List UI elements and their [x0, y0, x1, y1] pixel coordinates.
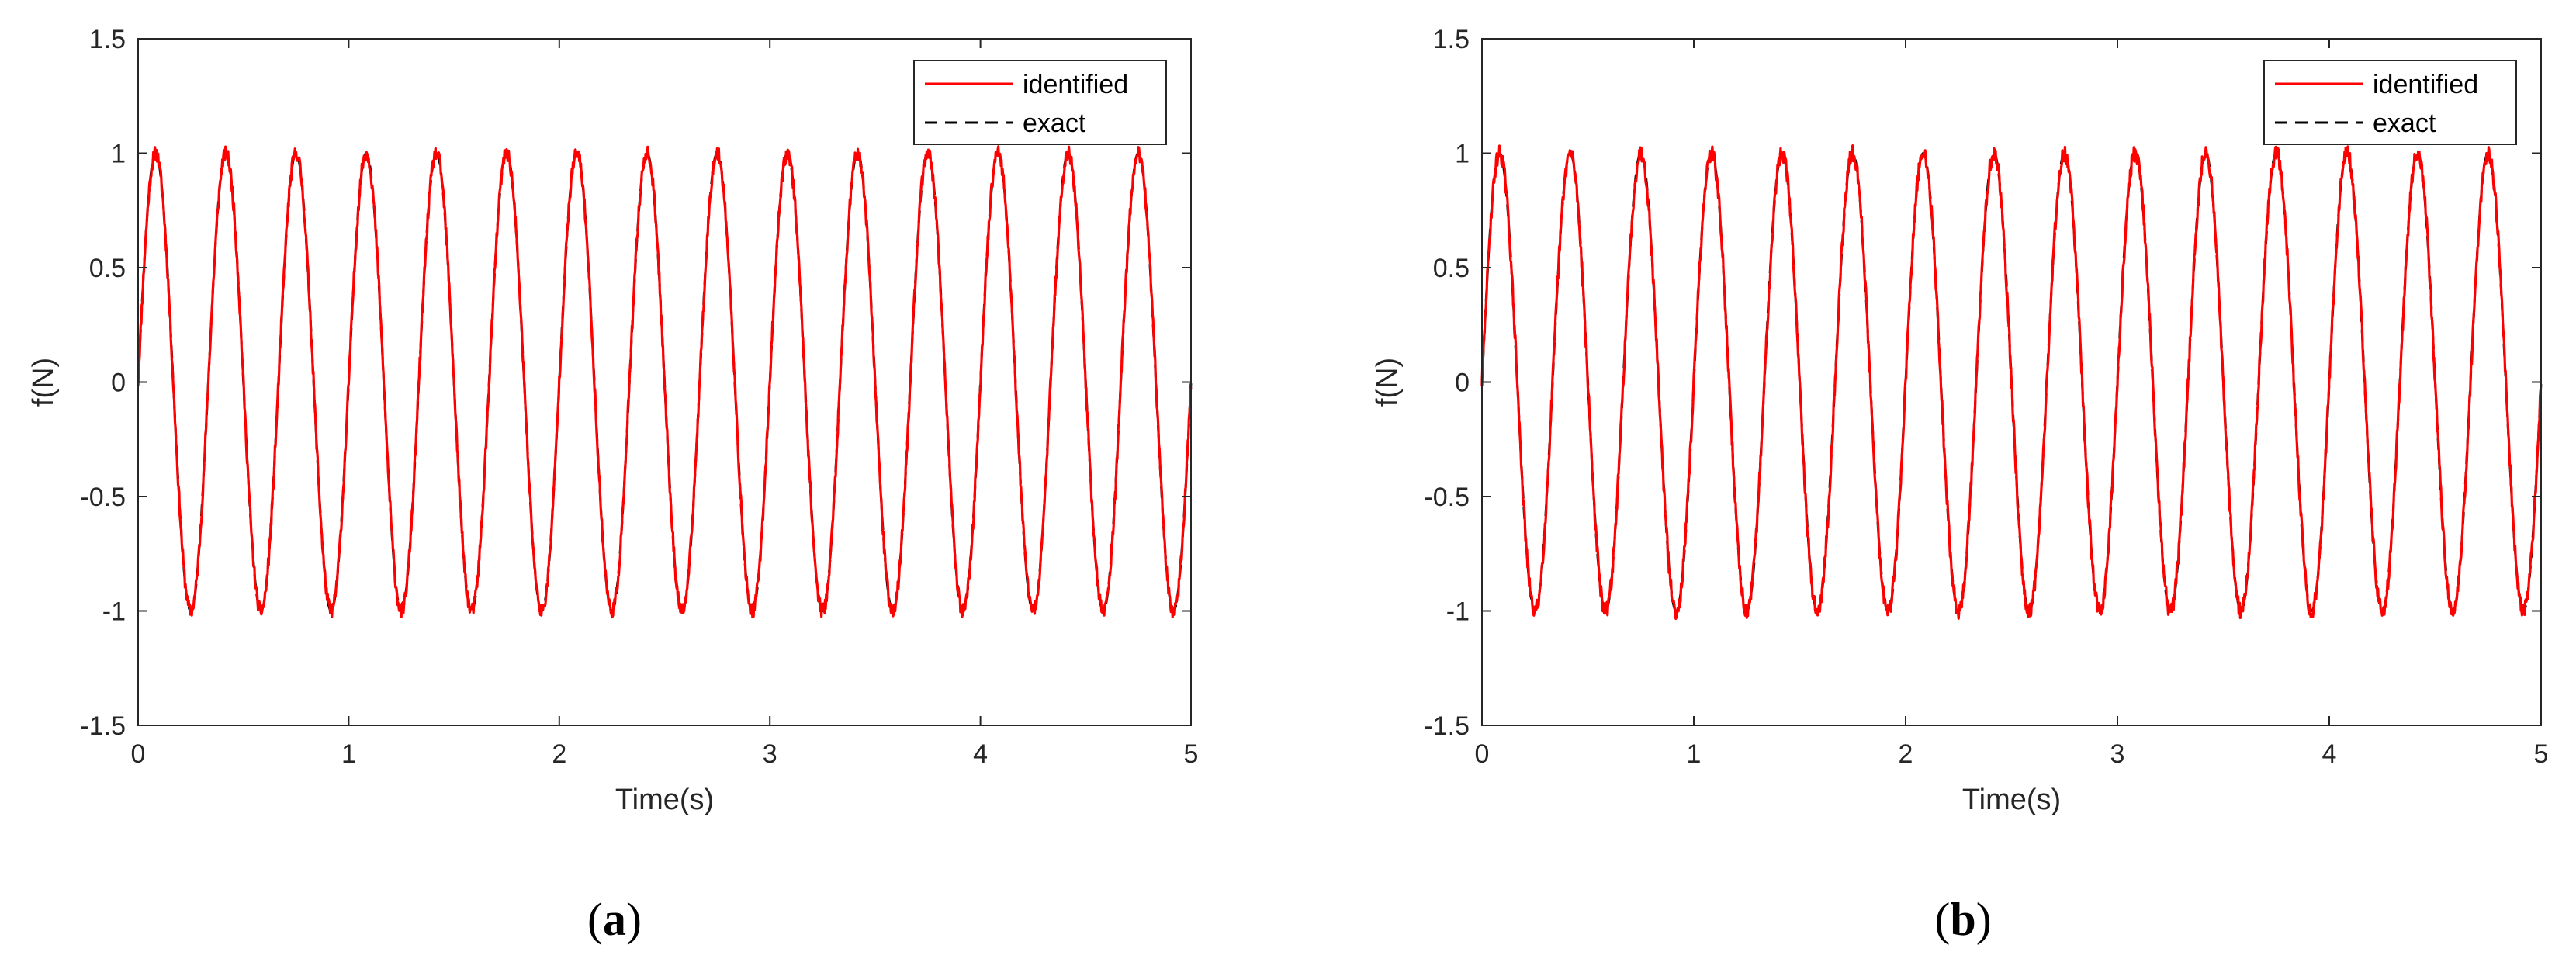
x-tick-label: 0	[1475, 739, 1490, 769]
x-axis-label: Time(s)	[1962, 784, 2061, 816]
legend-entry-exact: exact	[1023, 109, 1086, 138]
axis-ticks: 0 1 2 3 4 5 -1.5 -1 -0.5 0 0.5 1 1.5	[80, 25, 1198, 769]
x-tick-label: 2	[552, 739, 566, 769]
y-tick-label: -1.5	[80, 711, 126, 741]
x-tick-label: 4	[973, 739, 988, 769]
x-tick-label: 1	[341, 739, 356, 769]
x-tick-label: 0	[131, 739, 146, 769]
y-axis-label: f(N)	[1371, 358, 1404, 407]
y-axis-label: f(N)	[27, 358, 60, 407]
legend-entry-identified: identified	[2373, 70, 2478, 99]
y-tick-label: 0.5	[1433, 254, 1470, 283]
x-axis-label: Time(s)	[615, 784, 714, 816]
panel-caption: (a)	[587, 894, 642, 945]
legend-box	[2263, 60, 2517, 145]
plot-area	[1480, 38, 2543, 726]
panel-caption: (b)	[1934, 894, 1991, 945]
legend: identified exact	[913, 60, 1167, 145]
x-tick-label: 4	[2322, 739, 2337, 769]
y-tick-label: 1.5	[89, 25, 126, 54]
y-tick-label: -0.5	[1424, 483, 1470, 512]
axis-ticks: 0 1 2 3 4 5 -1.5 -1 -0.5 0 0.5 1 1.5	[1424, 25, 2548, 769]
x-tick-label: 5	[1184, 739, 1199, 769]
series-line-identified	[1480, 144, 2542, 621]
panel-caption-letter: a	[603, 894, 626, 945]
y-tick-label: 1.5	[1433, 25, 1470, 54]
legend-entry-exact: exact	[2373, 109, 2436, 138]
y-tick-label: -1.5	[1424, 711, 1470, 741]
y-tick-label: -1	[102, 597, 126, 627]
y-tick-label: 0	[111, 369, 126, 398]
y-tick-label: -0.5	[80, 483, 126, 512]
legend: identified exact	[2263, 60, 2517, 145]
panel-caption-letter: b	[1950, 894, 1975, 945]
series-layer	[1480, 144, 2543, 621]
y-tick-label: 0.5	[89, 254, 126, 283]
x-tick-label: 1	[1687, 739, 1702, 769]
series-line-identified	[137, 145, 1193, 619]
x-tick-label: 3	[763, 739, 777, 769]
x-tick-label: 3	[2110, 739, 2125, 769]
chart-panel-a: 0 1 2 3 4 5 -1.5 -1 -0.5 0 0.5 1 1.5 Time(s) f(N) id…	[27, 25, 1198, 945]
y-tick-label: 0	[1455, 369, 1470, 398]
x-tick-label: 2	[1899, 739, 1913, 769]
y-tick-label: 1	[1455, 140, 1470, 169]
legend-entry-identified: identified	[1023, 70, 1128, 99]
x-tick-label: 5	[2534, 739, 2549, 769]
series-layer	[137, 145, 1193, 619]
chart-panel-b: 0 1 2 3 4 5 -1.5 -1 -0.5 0 0.5 1 1.5 Time(s) f(N) id…	[1371, 25, 2548, 945]
y-tick-label: -1	[1446, 597, 1470, 627]
legend-box	[913, 60, 1167, 145]
y-tick-label: 1	[111, 140, 126, 169]
